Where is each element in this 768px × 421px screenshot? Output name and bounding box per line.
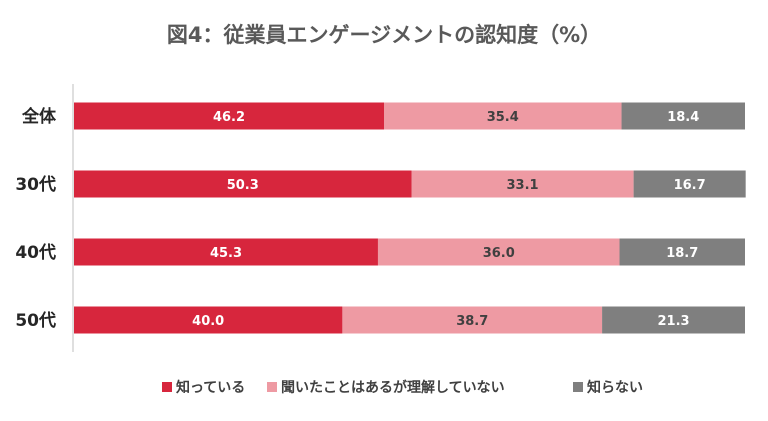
chart-title: 図4：従業員エンゲージメントの認知度（%） <box>167 23 601 47</box>
data-label: 16.7 <box>674 178 706 193</box>
data-label: 35.4 <box>487 110 519 125</box>
bars-group: 全体 46.2 35.4 18.4 30代 50.3 33.1 16.7 40代 45.3 36.0… <box>15 102 746 334</box>
data-label: 21.3 <box>658 314 690 329</box>
category-label: 30代 <box>15 174 56 195</box>
legend-swatch <box>573 382 583 392</box>
bar-segment <box>74 102 384 130</box>
data-label: 18.7 <box>666 246 698 261</box>
data-label: 45.3 <box>210 246 242 261</box>
bar-segment <box>411 170 634 198</box>
bar-segment <box>74 170 412 198</box>
category-label: 40代 <box>15 242 56 263</box>
legend-swatch <box>162 382 172 392</box>
category-label: 全体 <box>21 106 57 127</box>
bar-segment <box>602 306 745 334</box>
data-label: 18.4 <box>667 110 699 125</box>
bar-segment <box>619 238 745 266</box>
data-label: 46.2 <box>213 110 245 125</box>
bar-segment <box>621 102 745 130</box>
legend-label: 聞いたことはあるが理解していない <box>281 379 505 396</box>
data-label: 38.7 <box>456 314 488 329</box>
data-label: 40.0 <box>192 314 224 329</box>
legend-label: 知っている <box>176 379 245 396</box>
data-label: 50.3 <box>227 178 259 193</box>
bar-segment <box>384 102 622 130</box>
bar-segment <box>377 238 620 266</box>
legend: 知っている 聞いたことはあるが理解していない 知らない <box>162 379 643 396</box>
bar-segment <box>342 306 603 334</box>
category-label: 50代 <box>15 310 56 331</box>
bar-segment <box>633 170 746 198</box>
legend-swatch <box>267 382 277 392</box>
bar-segment <box>74 238 378 266</box>
bar-segment <box>74 306 343 334</box>
legend-label: 知らない <box>587 379 643 396</box>
data-label: 36.0 <box>483 246 515 261</box>
data-label: 33.1 <box>507 178 539 193</box>
